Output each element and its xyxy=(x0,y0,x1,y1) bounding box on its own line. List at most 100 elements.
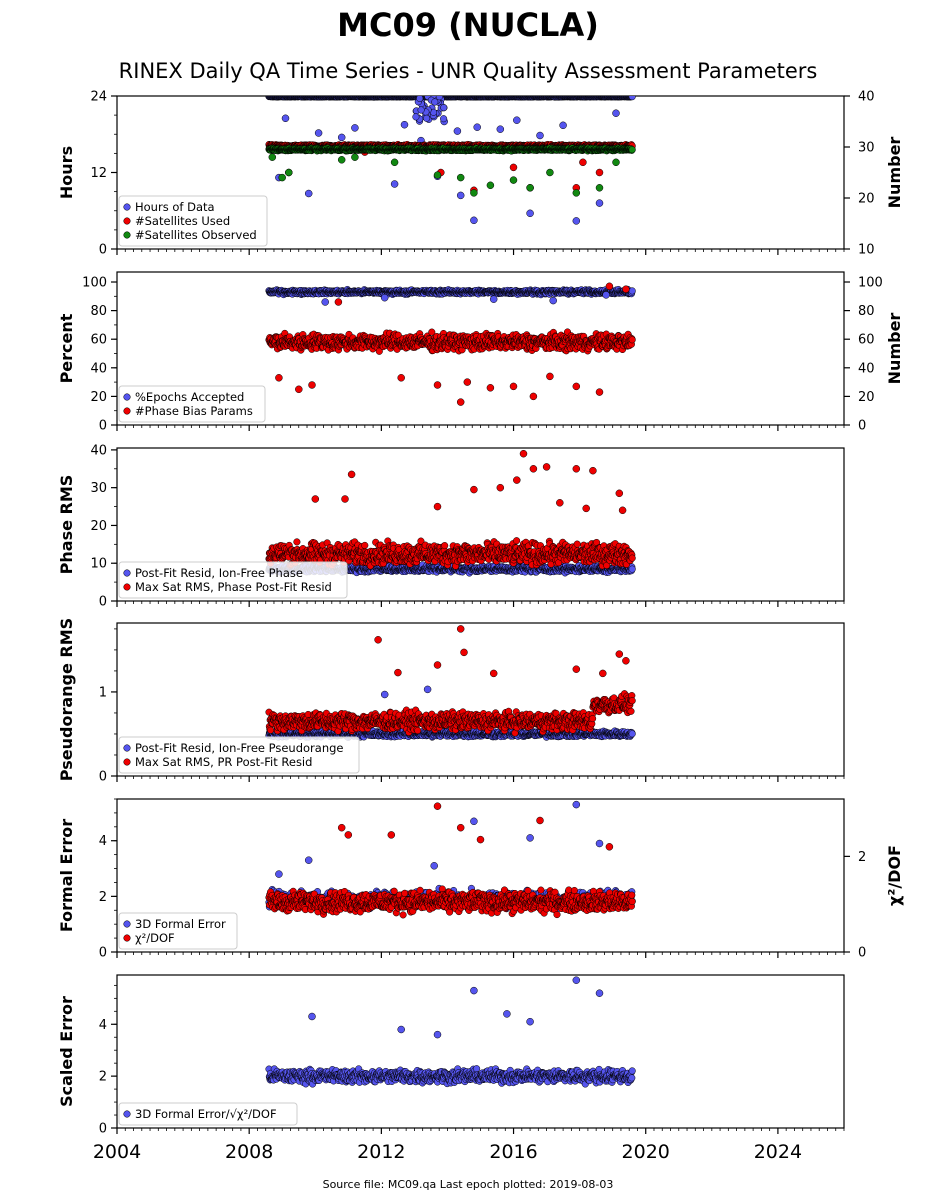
data-point-outlier xyxy=(285,168,293,177)
y-tick-label: 20 xyxy=(90,390,107,405)
data-point-outlier xyxy=(509,163,518,172)
data-points xyxy=(265,282,636,406)
y-tick-label: 30 xyxy=(90,481,107,496)
data-point-outlier xyxy=(546,168,554,177)
data-point-outlier xyxy=(275,374,283,382)
data-points xyxy=(265,96,636,225)
y-tick-label: 10 xyxy=(90,557,107,572)
data-point-outlier xyxy=(612,158,620,167)
data-point xyxy=(440,104,448,112)
legend-marker xyxy=(123,231,131,239)
data-point-outlier xyxy=(595,199,604,207)
data-point-outlier xyxy=(559,121,567,130)
series-blue xyxy=(265,96,636,225)
legend-label: %Epochs Accepted xyxy=(135,390,244,404)
legend-label: #Satellites Used xyxy=(135,214,230,228)
data-point-outlier xyxy=(470,189,478,197)
data-point-outlier xyxy=(397,374,405,382)
y-tick-label: 24 xyxy=(90,90,107,105)
data-point-outlier xyxy=(496,125,505,133)
data-point-outlier xyxy=(529,392,538,401)
data-point-outlier xyxy=(612,109,620,117)
data-point-outlier xyxy=(473,123,481,131)
data-point-outlier xyxy=(572,382,581,391)
y-right-tick-label: 20 xyxy=(858,390,875,405)
data-point-outlier xyxy=(304,189,313,198)
legend-marker xyxy=(123,217,131,225)
y-tick-label: 100 xyxy=(82,276,107,291)
legend-marker xyxy=(123,407,131,415)
data-point-outlier xyxy=(486,384,495,392)
data-point-outlier xyxy=(390,158,399,167)
y-right-tick-label: 0 xyxy=(858,419,866,434)
data-point xyxy=(423,114,431,122)
data-point xyxy=(628,146,636,154)
data-point-outlier xyxy=(602,291,610,299)
data-point-outlier xyxy=(456,173,465,182)
legend-label: Hours of Data xyxy=(135,200,215,214)
y-axis-label: Hours xyxy=(57,146,76,199)
legend: %Epochs Accepted#Phase Bias Params xyxy=(118,385,266,423)
data-point-outlier xyxy=(605,282,614,291)
legend-marker xyxy=(123,393,131,401)
y-tick-label: 0 xyxy=(99,595,107,610)
data-point-outlier xyxy=(595,168,604,177)
y-tick-label: 0 xyxy=(99,419,107,434)
data-point-outlier xyxy=(572,217,581,225)
y-axis-label: Percent xyxy=(57,313,76,383)
legend-label: #Phase Bias Params xyxy=(135,404,253,418)
chart-subtitle: RINEX Daily QA Time Series - UNR Quality… xyxy=(119,59,818,83)
data-point-outlier xyxy=(526,184,534,192)
series-blue xyxy=(265,285,636,306)
data-point-outlier xyxy=(295,385,303,394)
data-point xyxy=(440,115,448,123)
data-point-outlier xyxy=(337,156,346,164)
data-point-outlier xyxy=(486,181,495,190)
data-point xyxy=(628,96,636,101)
data-point xyxy=(417,106,425,114)
data-point-outlier xyxy=(351,124,359,132)
data-point-outlier xyxy=(513,116,521,124)
legend-marker xyxy=(123,203,131,211)
data-point xyxy=(628,287,636,295)
chart-title: MC09 (NUCLA) xyxy=(337,6,599,44)
data-point-outlier xyxy=(456,398,465,406)
y-tick-label: 40 xyxy=(90,361,107,376)
data-point-outlier xyxy=(509,176,518,184)
data-point-outlier xyxy=(433,381,442,389)
legend-label: #Satellites Observed xyxy=(135,228,257,242)
data-point-outlier xyxy=(278,173,286,182)
data-point-outlier xyxy=(622,285,630,293)
data-point-outlier xyxy=(509,382,518,391)
y-right-axis-label: Number xyxy=(885,313,904,385)
data-point-outlier xyxy=(337,133,346,142)
data-point xyxy=(431,98,439,106)
data-point-outlier xyxy=(334,298,343,306)
data-point-outlier xyxy=(400,120,409,129)
data-point xyxy=(628,336,636,344)
y-right-tick-label: 40 xyxy=(858,90,875,105)
y-right-axis-label: Number xyxy=(885,137,904,209)
panel-2: 020406080100Percent020406080100Number%Ep… xyxy=(57,271,904,434)
data-point-outlier xyxy=(579,158,587,167)
data-points xyxy=(265,449,636,577)
y-tick-label: 20 xyxy=(90,519,107,534)
y-right-tick-label: 20 xyxy=(858,192,875,207)
data-point-outlier xyxy=(281,114,290,123)
data-point xyxy=(412,113,420,121)
data-point-outlier xyxy=(314,129,323,137)
legend: Hours of Data#Satellites Used#Satellites… xyxy=(118,195,268,247)
data-point-outlier xyxy=(572,189,581,197)
y-tick-label: 12 xyxy=(90,166,107,181)
data-point-outlier xyxy=(390,180,399,188)
data-point-outlier xyxy=(595,388,604,396)
y-right-tick-label: 60 xyxy=(858,333,875,348)
data-point-outlier xyxy=(321,298,329,306)
y-tick-label: 80 xyxy=(90,304,107,319)
y-right-tick-label: 10 xyxy=(858,243,875,258)
data-point-outlier xyxy=(453,127,462,135)
data-point-outlier xyxy=(595,184,604,192)
